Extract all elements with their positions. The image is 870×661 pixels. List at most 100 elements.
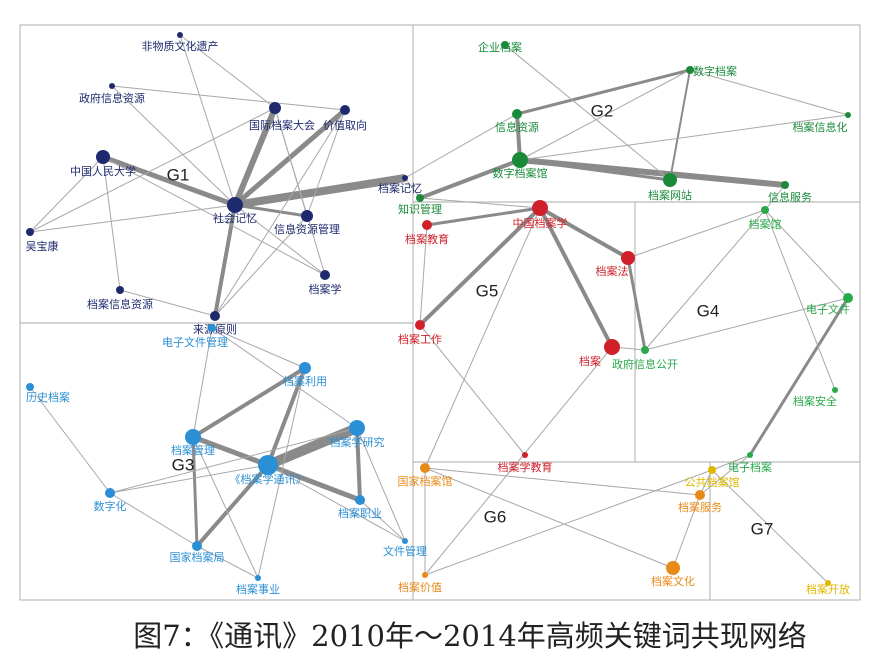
node xyxy=(747,452,753,458)
node xyxy=(415,320,425,330)
edge xyxy=(195,463,270,548)
node xyxy=(420,463,430,473)
node xyxy=(416,194,424,202)
node xyxy=(512,152,528,168)
node-label: 电子文件 xyxy=(806,302,850,316)
node xyxy=(708,466,716,474)
node-label: 档案信息资源 xyxy=(87,297,153,311)
node-label: 信息服务 xyxy=(768,190,812,204)
edge xyxy=(644,297,849,351)
edge xyxy=(274,107,326,276)
node-label: 档案管理 xyxy=(171,443,215,457)
edge xyxy=(109,492,198,547)
edge xyxy=(424,467,674,569)
node-label: 档案 xyxy=(579,354,601,368)
edge xyxy=(29,156,104,233)
edge xyxy=(232,106,278,207)
node xyxy=(269,102,281,114)
edge xyxy=(426,206,541,227)
node xyxy=(761,206,769,214)
node xyxy=(422,220,432,230)
node xyxy=(105,488,115,498)
node-label: 档案馆 xyxy=(749,217,782,231)
node-label: 档案开放 xyxy=(806,582,850,596)
edge xyxy=(111,85,346,111)
edge xyxy=(196,545,259,579)
node xyxy=(96,150,110,164)
node xyxy=(26,228,34,236)
node-label: 信息资源 xyxy=(495,120,539,134)
node-label: 档案利用 xyxy=(283,374,327,388)
node-label: 档案价值 xyxy=(398,580,442,594)
node-label: 电子文件管理 xyxy=(162,335,228,349)
node-label: 数字档案 xyxy=(693,64,737,78)
edge xyxy=(119,289,216,317)
edge xyxy=(672,494,701,569)
node-label: 数字化 xyxy=(94,499,127,513)
node-label: 国家档案馆 xyxy=(398,474,453,488)
node xyxy=(208,324,216,332)
edge xyxy=(29,386,111,494)
node-label: 中国人民大学 xyxy=(70,164,136,178)
node-label: 档案教育 xyxy=(405,232,449,246)
edge xyxy=(192,434,269,468)
edge xyxy=(748,297,850,456)
node xyxy=(340,105,350,115)
node-label: 信息资源管理 xyxy=(274,222,340,236)
node xyxy=(666,561,680,575)
node xyxy=(227,197,243,213)
node-label: 档案事业 xyxy=(236,582,280,596)
edge xyxy=(504,44,671,181)
edge xyxy=(214,109,346,317)
caption: 图7：《通讯》2010年～2014年高频关键词共现网络 xyxy=(133,619,807,653)
node-label: 吴宝康 xyxy=(26,239,59,253)
edge xyxy=(627,209,766,259)
node xyxy=(299,362,311,374)
edge xyxy=(211,327,358,429)
edge xyxy=(266,423,359,470)
node-label: 公共档案馆 xyxy=(685,475,740,489)
node-label: 文件管理 xyxy=(383,544,427,558)
edge xyxy=(191,436,199,547)
edge xyxy=(419,224,428,326)
node-label: 国家档案局 xyxy=(170,550,225,564)
node-label: 中国档案学 xyxy=(513,216,568,230)
node xyxy=(663,173,677,187)
node xyxy=(177,32,183,38)
node xyxy=(320,270,330,280)
node xyxy=(604,339,620,355)
node-label: 档案信息化 xyxy=(793,120,848,134)
group-label: G4 xyxy=(697,301,720,320)
edge xyxy=(424,467,701,496)
edge xyxy=(539,206,629,260)
node-label: 档案安全 xyxy=(793,394,837,408)
node-label: 档案法 xyxy=(596,264,629,278)
edge xyxy=(211,327,306,369)
node xyxy=(532,200,548,216)
edge xyxy=(404,113,518,179)
edge xyxy=(109,464,269,494)
edge xyxy=(418,206,542,327)
node xyxy=(258,455,278,475)
edge xyxy=(234,204,326,276)
edge xyxy=(689,69,849,116)
node-label: 《档案学通讯》 xyxy=(230,472,307,486)
node-label: 政府信息资源 xyxy=(79,91,145,105)
edge xyxy=(538,207,614,348)
node xyxy=(825,580,831,586)
node xyxy=(641,346,649,354)
node xyxy=(301,210,313,222)
node xyxy=(781,181,789,189)
group-label: G3 xyxy=(172,455,195,474)
node xyxy=(845,112,851,118)
node-label: 档案服务 xyxy=(678,500,722,514)
node xyxy=(843,293,853,303)
edge xyxy=(267,464,406,542)
node xyxy=(26,383,34,391)
node xyxy=(686,66,694,74)
edge xyxy=(419,197,541,209)
node-label: 知识管理 xyxy=(398,202,442,216)
edge xyxy=(234,203,308,218)
edge xyxy=(644,209,766,351)
